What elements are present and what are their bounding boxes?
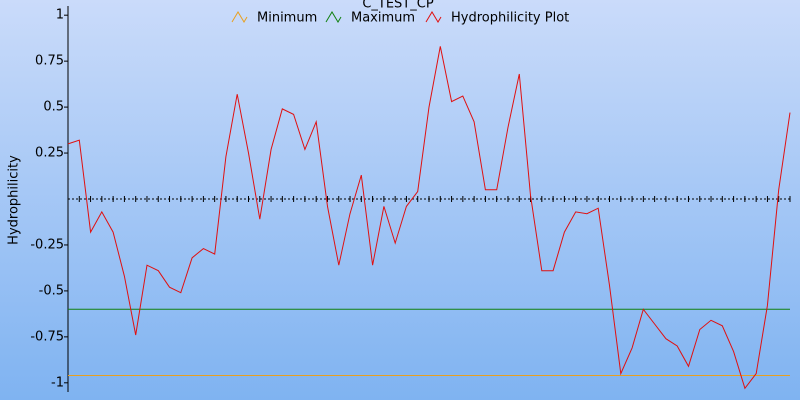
legend-symbol (325, 11, 342, 23)
y-tick-label: 0.5 (43, 100, 64, 115)
legend-symbol (231, 11, 248, 23)
y-tick-label: 0.75 (35, 54, 64, 69)
y-tick-label: -1 (51, 375, 64, 390)
chart-title: C_TEST_CP (362, 0, 434, 12)
legend-label: Minimum (257, 11, 317, 26)
y-tick-label: 0.25 (35, 146, 64, 161)
legend-label: Hydrophilicity Plot (451, 11, 569, 26)
legend-symbol (425, 11, 442, 23)
data-line (67, 46, 791, 390)
y-tick-label: -0.5 (39, 283, 64, 298)
y-tick-label: 1 (56, 8, 64, 23)
legend-label: Maximum (351, 11, 415, 26)
y-tick-label: -0.75 (30, 329, 64, 344)
y-axis-label: Hydrophilicity (7, 155, 22, 245)
y-tick-label: -0.25 (30, 237, 64, 252)
